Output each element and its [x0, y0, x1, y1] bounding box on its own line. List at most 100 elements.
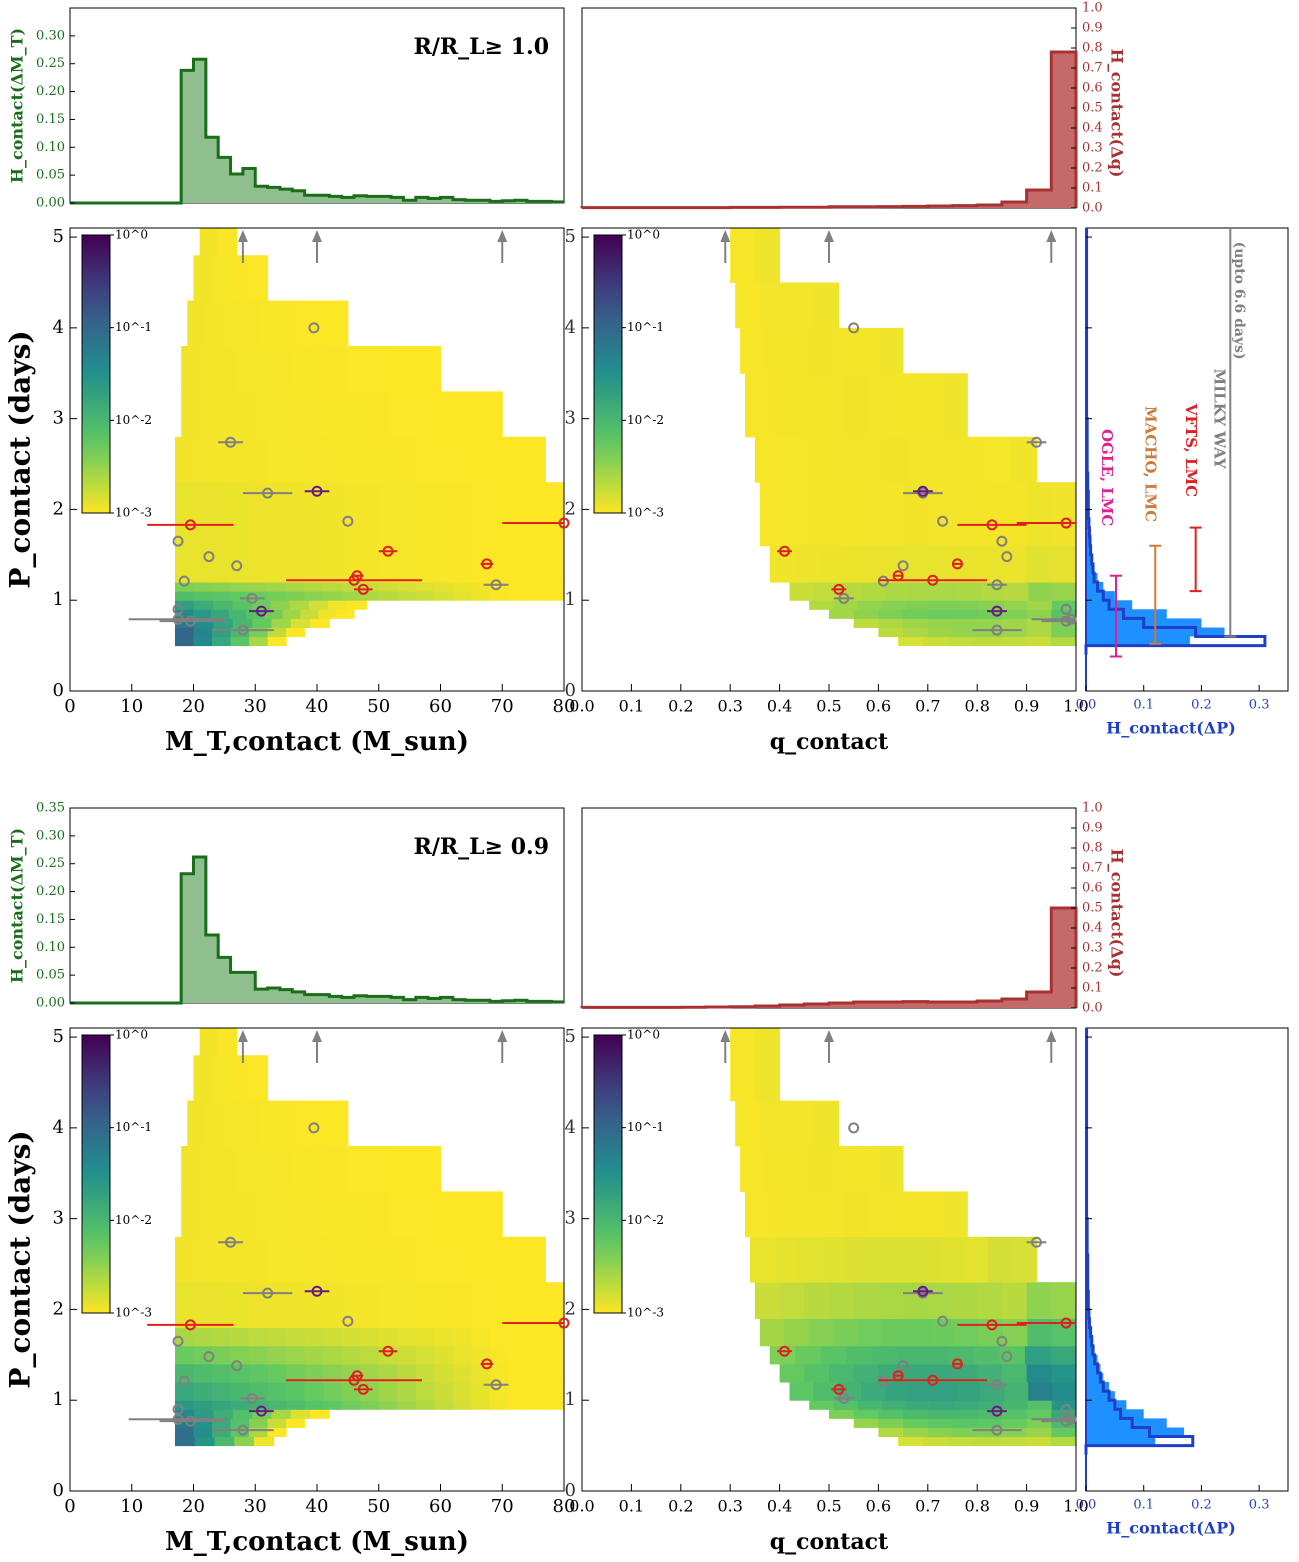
mass-heat-cell — [187, 1100, 206, 1147]
q-heat-cell — [779, 1282, 805, 1320]
mass-heat-cell — [330, 300, 349, 347]
mass-xtick-label: 20 — [182, 1496, 205, 1517]
mass-heat-cell — [545, 1345, 565, 1365]
mass-heat-cell — [193, 1382, 213, 1401]
mass-heat-cell — [174, 1382, 194, 1401]
mass-heat-cell — [336, 609, 355, 619]
q-heat-cell — [930, 1318, 955, 1347]
mass-heat-cell — [193, 582, 213, 592]
mass-heat-cell — [212, 436, 232, 483]
q-heat-cell — [878, 1363, 904, 1383]
q-heat-cell — [952, 609, 978, 619]
mass-heat-cell — [332, 1191, 352, 1238]
mass-heat-cell — [193, 1427, 213, 1438]
q-heat-cell — [1051, 618, 1077, 628]
mass-colorbar-tick-label: 10^-2 — [115, 413, 152, 427]
mass-heat-cell — [452, 591, 472, 601]
q-obs-point — [1060, 603, 1072, 615]
mass-hist-ytick-label: 0.20 — [36, 84, 65, 99]
q-hist-ytick-label: 0.1 — [1082, 181, 1103, 196]
mass-heat-cell — [341, 482, 361, 583]
q-obs-point — [897, 560, 909, 572]
q-heat-cell — [879, 327, 904, 374]
mass-heat-cell — [341, 1327, 361, 1347]
mass-heat-cell — [237, 1191, 258, 1238]
mass-heat-cell — [304, 1236, 324, 1283]
q-ytick-label: 5 — [565, 1026, 576, 1047]
mass-heat-cell — [378, 1327, 398, 1347]
q-obs-point — [937, 515, 949, 527]
mass-heat-cell — [403, 1146, 423, 1192]
q-heat-cell — [1001, 1282, 1028, 1320]
q-heat-cell — [954, 1318, 980, 1347]
mass-arrow-head — [497, 1030, 508, 1042]
q-heat-cell — [832, 482, 858, 547]
mass-heat-cell — [330, 1100, 349, 1147]
mass-heat-cell — [212, 1363, 232, 1383]
q-obs-point — [1030, 1236, 1042, 1248]
mass-heat-cell — [270, 600, 291, 610]
mass-colorbar-tick-label: 10^0 — [115, 1028, 148, 1042]
mass-heat-cell — [323, 582, 343, 592]
q-heat-cell — [833, 600, 859, 610]
mass-obs-point — [558, 1317, 570, 1329]
mass-heat-cell — [508, 1400, 528, 1410]
mass-obs-point — [237, 1424, 249, 1436]
mass-heat-cell — [384, 346, 404, 392]
mass-heat-cell — [212, 636, 232, 647]
mass-heat-cell — [545, 1382, 565, 1401]
mass-heat-cell — [212, 1427, 232, 1438]
mass-heat-cell — [304, 1400, 324, 1410]
mass-heat-cell — [271, 618, 292, 628]
mass-heat-cell — [286, 482, 306, 583]
q-xtick-label: 0.8 — [964, 1497, 989, 1516]
mass-xtick-label: 0 — [64, 696, 75, 717]
q-heat-cell — [812, 282, 840, 329]
mass-heat-cell — [545, 1327, 565, 1347]
q-obs-point — [1065, 613, 1077, 625]
mass-heat-cell — [397, 1236, 417, 1283]
mass-obs-point — [382, 1345, 394, 1357]
mass-heat-cell — [193, 436, 213, 483]
q-heat-cell — [1024, 1345, 1051, 1365]
mass-heat-cell — [292, 346, 312, 392]
mass-heat-cell — [294, 391, 314, 438]
mass-xtick-label: 0 — [64, 1496, 75, 1517]
mass-obs-point — [255, 1405, 267, 1417]
q-obs-point — [917, 485, 929, 497]
mass-heat-cell — [212, 1327, 232, 1347]
mass-arrow-head — [237, 1030, 248, 1042]
q-obs-point — [779, 1345, 791, 1357]
q-heat-cell — [1001, 1409, 1028, 1419]
mass-heat-cell — [205, 1100, 224, 1147]
q-xtick-label: 0.4 — [767, 1497, 792, 1516]
q-heat-cell — [952, 1409, 978, 1419]
mass-ytick-label: 0 — [53, 680, 64, 701]
mass-heat-cell — [489, 1400, 509, 1410]
mass-hist-ylabel: H_contact(ΔM_T) — [8, 28, 27, 183]
mass-heat-cell — [286, 582, 306, 592]
q-heat-cell — [868, 373, 894, 438]
mass-heat-cell — [256, 391, 277, 438]
q-obs-point — [1060, 1403, 1072, 1415]
p-hist-xtick-label: 0.1 — [1133, 698, 1154, 713]
mass-xtick-label: 30 — [244, 1496, 267, 1517]
q-heat-cell — [809, 1146, 834, 1192]
mass-heat-cell — [286, 1327, 306, 1347]
mass-hist-ytick-label: 0.15 — [36, 112, 65, 127]
q-heat-cell — [749, 1236, 775, 1283]
mass-heat-cell — [193, 636, 213, 647]
mass-heat-cell — [545, 482, 565, 583]
mass-heat-cell — [526, 1400, 546, 1410]
mass-xtick-label: 60 — [429, 1496, 452, 1517]
q-arrow-head — [824, 230, 834, 242]
q-heat-cell — [1051, 627, 1077, 638]
q-hist-ytick-label: 0.5 — [1082, 101, 1103, 116]
mass-heat-cell — [193, 1282, 213, 1329]
mass-heat-cell — [452, 1236, 472, 1283]
mass-heat-cell — [174, 618, 195, 628]
mass-heat-cell — [464, 391, 484, 438]
mass-xtick-label: 40 — [306, 696, 329, 717]
q-obs-point — [986, 519, 998, 531]
mass-heat-cell — [212, 627, 232, 638]
